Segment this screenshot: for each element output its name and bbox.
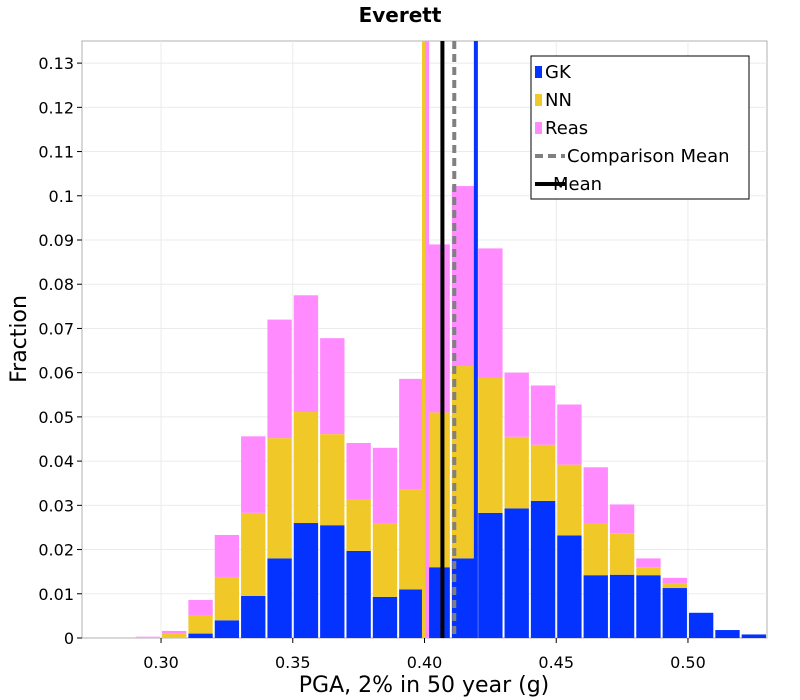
bar-gk [715,630,740,638]
bar-gk [241,595,266,638]
bar-gk [320,525,345,638]
legend-swatch-gk [535,66,542,78]
bar-reas [188,599,213,616]
bar-gk [609,574,635,638]
bar-gk [399,589,424,638]
y-tick-label: 0.03 [38,496,74,515]
bar-reas [399,378,424,490]
legend-box [530,55,750,200]
bar-nn [293,412,319,524]
bar-reas [372,447,398,524]
bar-reas [504,372,529,437]
y-tick-label: 0 [64,629,74,648]
legend-label-reas: Reas [545,118,588,139]
bar-reas [662,577,687,584]
y-tick-label: 0.02 [38,541,74,560]
bar-reas [478,248,503,378]
bar-nn [425,412,450,568]
y-tick-label: 0.06 [38,364,74,383]
bar-gk [478,512,503,638]
bar-gk [583,575,608,638]
bar-reas [162,630,187,634]
bar-reas [267,319,292,439]
bar-gk [214,620,240,638]
bar-nn [267,438,292,559]
bar-reas [530,385,556,445]
x-tick-label: 0.35 [275,653,311,672]
y-tick-label: 0.12 [38,98,74,117]
bar-nn [530,444,556,501]
bar-gk [504,508,529,638]
bar-nn [609,533,635,575]
bar-nn [583,523,608,576]
bar-gk [188,633,213,638]
legend-label-gk: GK [545,62,572,83]
y-tick-label: 0.1 [49,187,74,206]
bar-nn [557,464,582,536]
x-tick-label: 0.40 [407,653,443,672]
bar-gk [741,634,766,638]
y-tick-label: 0.13 [38,54,74,73]
bar-reas [241,436,266,513]
bar-reas [214,534,240,577]
bar-reas [557,404,582,465]
bar-nn [372,523,398,597]
bar-nn [241,512,266,596]
bar-nn [162,633,187,638]
bar-reas [636,558,661,568]
y-tick-label: 0.04 [38,452,74,471]
x-tick-label: 0.45 [538,653,574,672]
bar-reas [346,442,371,500]
legend-label-nn: NN [545,90,572,111]
bar-nn [636,567,661,576]
x-axis-ticks: 0.30 0.35 0.40 0.45 0.50 [143,638,706,672]
legend: GK NN Reas Comparison Mean Mean [530,55,750,200]
bar-reas [293,295,319,413]
bar-gk [293,523,319,638]
bar-reas [425,244,450,413]
bar-gk [372,596,398,638]
bar-gk [346,550,371,638]
legend-label-comparison-mean: Comparison Mean [567,146,730,167]
bar-gk [636,575,661,638]
y-tick-label: 0.08 [38,275,74,294]
bar-gk [557,535,582,638]
bar-nn [346,499,371,551]
x-tick-label: 0.50 [670,653,706,672]
y-axis-ticks: 0 0.01 0.02 0.03 0.04 0.05 0.06 0.07 0.08 0.09 0.1… [38,54,82,648]
legend-label-mean: Mean [553,174,602,195]
bar-nn [504,436,529,509]
bar-nn [478,377,503,513]
bar-gk [662,588,687,638]
y-tick-label: 0.07 [38,319,74,338]
bar-reas [583,467,608,524]
bar-nn [320,434,345,526]
bar-gk [688,612,714,638]
y-axis-title: Fraction [7,295,32,383]
bar-nn [214,576,240,621]
y-tick-label: 0.11 [38,143,74,162]
legend-swatch-reas [535,122,542,134]
bar-gk [530,500,556,638]
bar-reas [320,338,345,435]
bar-reas [609,504,635,534]
y-tick-label: 0.01 [38,585,74,604]
x-axis-title: PGA, 2% in 50 year (g) [299,673,550,698]
bar-gk [267,558,292,638]
bar-nn [188,615,213,634]
bar-nn [662,583,687,589]
chart-title: Everett [359,3,442,27]
y-tick-label: 0.09 [38,231,74,250]
bar-nn [135,637,161,638]
legend-swatch-nn [535,94,542,106]
bar-gk [451,558,477,638]
mean-lines [421,41,478,638]
bar-nn [399,489,424,590]
x-tick-label: 0.30 [143,653,179,672]
bar-gk [425,567,450,638]
bars [135,186,766,638]
y-tick-label: 0.05 [38,408,74,427]
